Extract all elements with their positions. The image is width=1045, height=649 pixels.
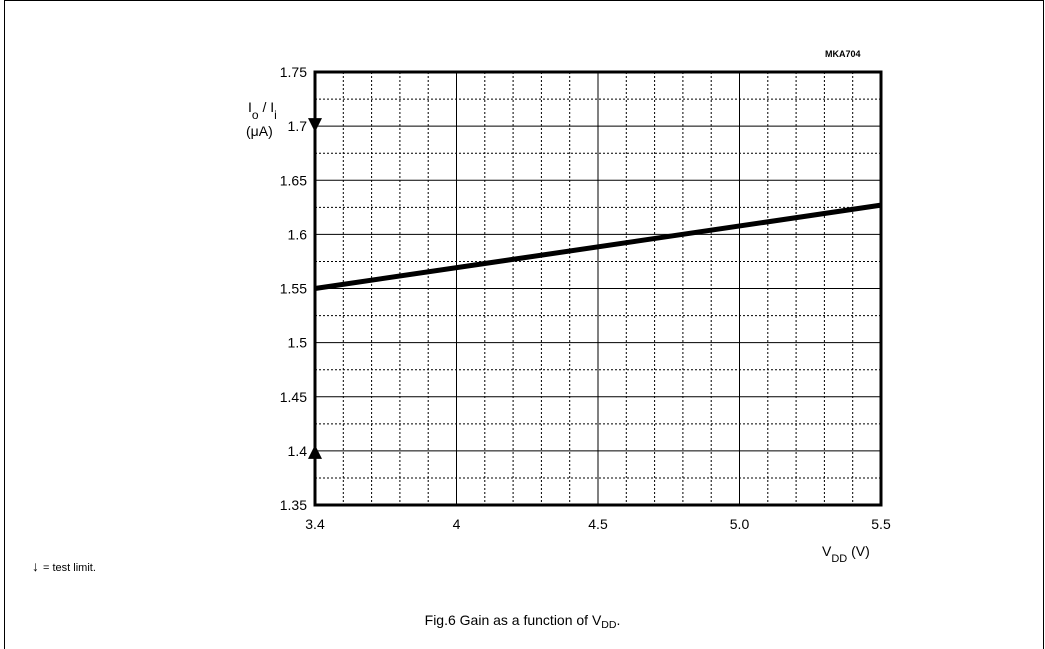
y-tick-label: 1.45 bbox=[280, 389, 307, 405]
figure-frame bbox=[4, 0, 1044, 649]
y-tick-label: 1.5 bbox=[288, 335, 308, 351]
y-label-io: I bbox=[248, 99, 252, 115]
major-gridlines bbox=[315, 72, 881, 505]
y-tick-labels: 1.75 1.7 1.65 1.6 1.55 1.5 1.45 1.4 1.35 bbox=[280, 64, 307, 513]
y-tick-label: 1.65 bbox=[280, 172, 307, 188]
x-tick-label: 4 bbox=[453, 516, 461, 532]
test-limit-head bbox=[308, 118, 322, 133]
y-axis-label-line1: Io / Ii bbox=[248, 99, 277, 122]
test-limit-markers bbox=[308, 108, 322, 469]
caption-suffix: . bbox=[616, 612, 621, 628]
test-limit-up-arrow bbox=[308, 444, 322, 469]
caption-text: Fig.6 Gain as a function of V bbox=[424, 612, 602, 628]
legend: ↓ = test limit. bbox=[32, 558, 96, 574]
figure-code: MKA704 bbox=[825, 49, 861, 59]
x-tick-label: 5.0 bbox=[730, 516, 750, 532]
series-group bbox=[314, 202, 882, 291]
x-label-sub: DD bbox=[831, 553, 847, 565]
test-limit-down-arrow bbox=[308, 108, 322, 133]
x-tick-label: 5.5 bbox=[871, 516, 891, 532]
y-tick-label: 1.55 bbox=[280, 281, 307, 297]
x-tick-label: 4.5 bbox=[588, 516, 608, 532]
series-line bbox=[314, 202, 882, 291]
y-tick-label: 1.6 bbox=[288, 226, 308, 242]
y-label-ii-sub: i bbox=[274, 108, 277, 122]
x-label-v: V bbox=[822, 543, 832, 559]
legend-text: = test limit. bbox=[43, 562, 96, 574]
test-limit-head bbox=[308, 444, 322, 459]
x-axis-label: VDD (V) bbox=[822, 543, 870, 565]
y-tick-label: 1.7 bbox=[288, 118, 308, 134]
x-tick-label: 3.4 bbox=[305, 516, 325, 532]
figure-caption: Fig.6 Gain as a function of VDD. bbox=[0, 612, 1045, 631]
y-tick-label: 1.4 bbox=[288, 443, 308, 459]
y-tick-label: 1.35 bbox=[280, 497, 307, 513]
gain-chart: 1.75 1.7 1.65 1.6 1.55 1.5 1.45 1.4 1.35 3.4 4 4.5… bbox=[246, 49, 891, 565]
y-label-sep: / I bbox=[259, 99, 275, 115]
y-label-io-sub: o bbox=[252, 108, 259, 122]
x-label-unit: (V) bbox=[847, 543, 870, 559]
caption-sub: DD bbox=[601, 619, 617, 631]
x-tick-labels: 3.4 4 4.5 5.0 5.5 bbox=[305, 516, 891, 532]
y-tick-label: 1.75 bbox=[280, 64, 307, 80]
test-limit-arrow-icon: ↓ bbox=[32, 558, 39, 574]
y-axis-label-line2: (μA) bbox=[246, 123, 273, 139]
